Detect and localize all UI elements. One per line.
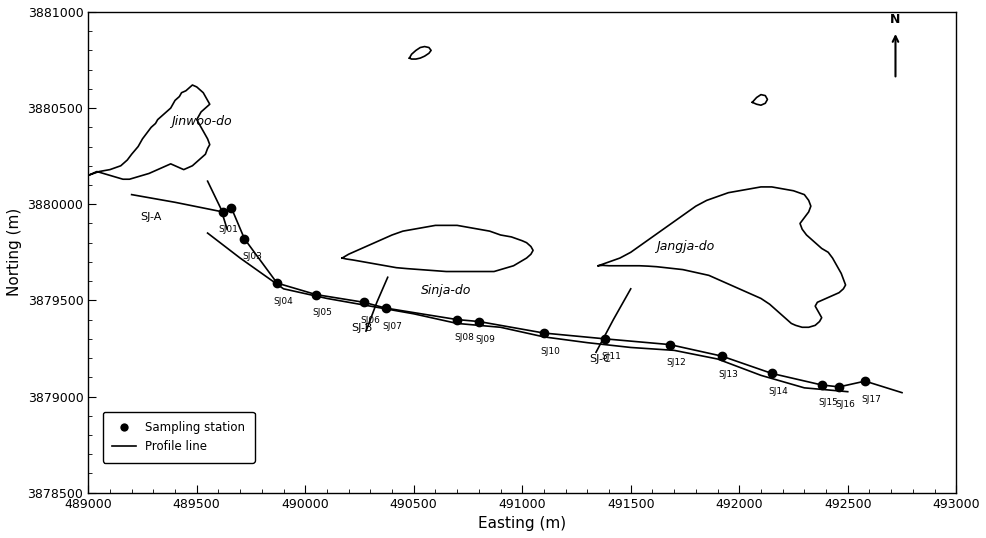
Text: SJ06: SJ06 [360,316,380,325]
Text: SJ05: SJ05 [313,308,332,317]
Text: SJ01: SJ01 [218,225,238,235]
Text: SJ03: SJ03 [242,252,262,261]
Text: N: N [889,13,900,26]
Text: SJ07: SJ07 [382,322,401,330]
Text: Jinwoo-do: Jinwoo-do [171,115,231,128]
Text: SJ13: SJ13 [718,370,738,379]
Text: SJ17: SJ17 [861,394,880,404]
Text: SJ08: SJ08 [454,333,473,342]
Text: Jangja-do: Jangja-do [656,240,714,253]
Text: SJ09: SJ09 [475,335,495,344]
Text: SJ16: SJ16 [835,400,855,409]
Text: SJ-A: SJ-A [140,212,162,222]
Text: SJ-B: SJ-B [351,323,372,334]
Legend: Sampling station, Profile line: Sampling station, Profile line [103,412,254,463]
Y-axis label: Norting (m): Norting (m) [7,208,22,296]
X-axis label: Easting (m): Easting (m) [477,516,566,531]
Text: Sinja-do: Sinja-do [421,284,471,298]
Text: SJ10: SJ10 [540,346,560,356]
Text: SJ04: SJ04 [273,296,293,306]
Text: SJ11: SJ11 [600,352,621,362]
Text: SJ12: SJ12 [666,358,685,367]
Text: SJ15: SJ15 [817,399,837,407]
Text: SJ14: SJ14 [768,387,788,396]
Text: SJ-C: SJ-C [589,354,610,364]
